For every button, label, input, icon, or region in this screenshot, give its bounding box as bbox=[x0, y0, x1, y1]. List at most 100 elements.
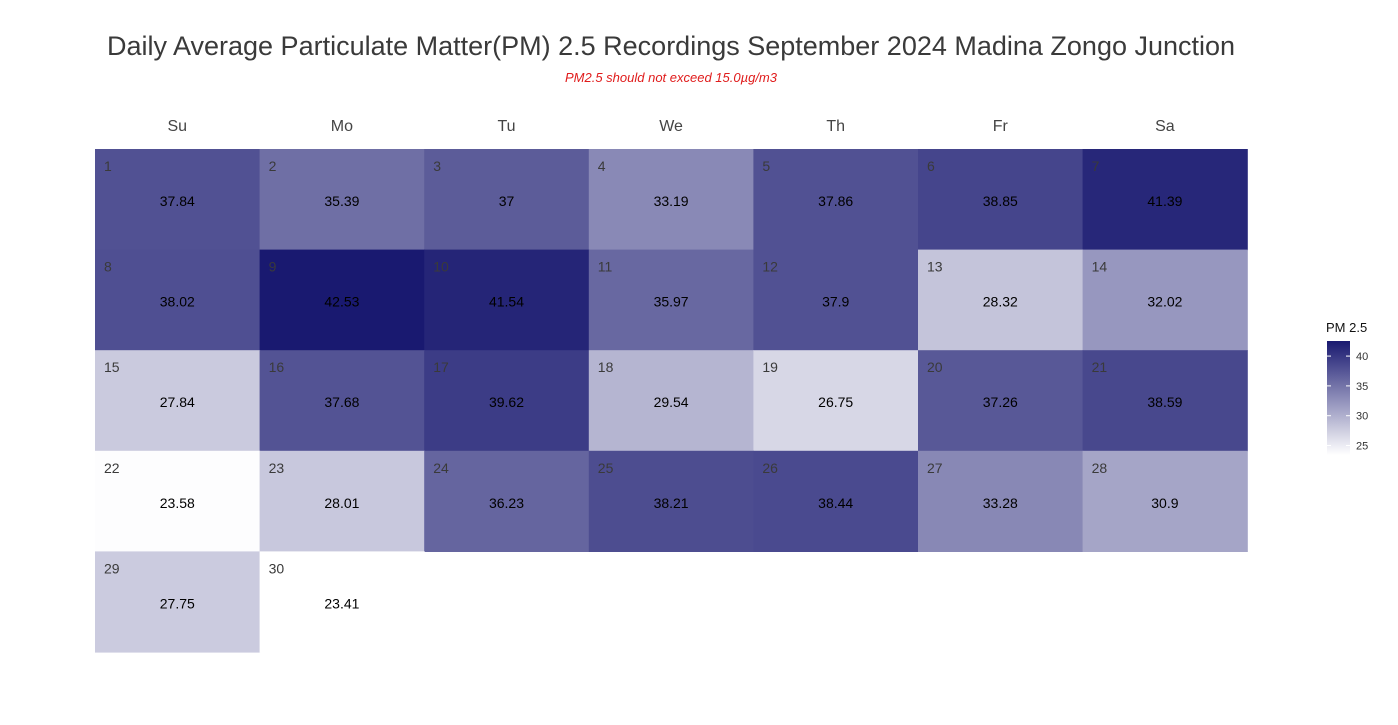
day-value: 27.75 bbox=[160, 595, 195, 611]
day-value: 29.54 bbox=[654, 394, 689, 410]
day-cell bbox=[918, 450, 1084, 552]
day-cell bbox=[918, 149, 1084, 251]
day-cell bbox=[259, 350, 425, 452]
day-cell bbox=[95, 149, 261, 251]
day-value: 41.54 bbox=[489, 294, 524, 310]
day-value: 23.58 bbox=[160, 495, 195, 511]
day-value: 36.23 bbox=[489, 495, 524, 511]
day-value: 26.75 bbox=[818, 394, 853, 410]
weekday-label: Sa bbox=[1155, 118, 1175, 135]
day-number: 8 bbox=[104, 259, 112, 275]
day-cell bbox=[1082, 450, 1248, 552]
day-value: 35.97 bbox=[654, 294, 689, 310]
day-number: 2 bbox=[269, 158, 277, 174]
day-cell bbox=[588, 350, 754, 452]
day-number: 23 bbox=[269, 460, 285, 476]
day-number: 5 bbox=[762, 158, 770, 174]
day-cell bbox=[424, 350, 590, 452]
day-value: 39.62 bbox=[489, 394, 524, 410]
day-cell bbox=[1082, 149, 1248, 251]
day-number: 26 bbox=[762, 460, 778, 476]
day-cell bbox=[259, 149, 425, 251]
day-cell bbox=[753, 149, 919, 251]
day-number: 28 bbox=[1092, 460, 1108, 476]
day-value: 30.9 bbox=[1151, 495, 1178, 511]
legend-tick-label: 25 bbox=[1356, 441, 1368, 453]
day-cell bbox=[424, 450, 590, 552]
day-number: 11 bbox=[598, 259, 613, 275]
day-cell bbox=[259, 551, 425, 653]
day-number: 24 bbox=[433, 460, 449, 476]
day-value: 42.53 bbox=[324, 294, 359, 310]
weekday-label: Su bbox=[168, 118, 188, 135]
weekday-label: Tu bbox=[497, 118, 515, 135]
day-cell bbox=[588, 149, 754, 251]
day-value: 41.39 bbox=[1147, 193, 1182, 209]
day-number: 20 bbox=[927, 359, 943, 375]
day-cell bbox=[1082, 249, 1248, 351]
day-value: 38.02 bbox=[160, 294, 195, 310]
day-value: 28.32 bbox=[983, 294, 1018, 310]
day-value: 38.59 bbox=[1147, 394, 1182, 410]
day-cell bbox=[588, 450, 754, 552]
legend-title: PM 2.5 bbox=[1326, 320, 1368, 335]
chart-subtitle: PM2.5 should not exceed 15.0µg/m3 bbox=[564, 70, 777, 85]
day-cell bbox=[95, 551, 261, 653]
day-value: 27.84 bbox=[160, 394, 195, 410]
day-number: 21 bbox=[1092, 359, 1108, 375]
day-cell bbox=[753, 350, 919, 452]
legend-tick-label: 30 bbox=[1356, 411, 1368, 423]
day-cell bbox=[259, 450, 425, 552]
day-number: 19 bbox=[762, 359, 778, 375]
day-value: 37.84 bbox=[160, 193, 195, 209]
day-cell bbox=[588, 249, 754, 351]
day-cell bbox=[259, 249, 425, 351]
day-number: 1 bbox=[104, 158, 112, 174]
day-number: 6 bbox=[927, 158, 935, 174]
weekday-label: Th bbox=[826, 118, 845, 135]
day-value: 37.26 bbox=[983, 394, 1018, 410]
day-number: 12 bbox=[762, 259, 778, 275]
day-value: 38.85 bbox=[983, 193, 1018, 209]
day-cell bbox=[1082, 350, 1248, 452]
day-cell bbox=[95, 450, 261, 552]
weekday-label: We bbox=[659, 118, 683, 135]
day-cell bbox=[753, 249, 919, 351]
day-number: 4 bbox=[598, 158, 606, 174]
day-cell bbox=[753, 450, 919, 552]
day-value: 37.68 bbox=[324, 394, 359, 410]
day-value: 33.19 bbox=[654, 193, 689, 209]
day-number: 16 bbox=[269, 359, 285, 375]
day-number: 9 bbox=[269, 259, 277, 275]
day-number: 14 bbox=[1092, 259, 1108, 275]
day-value: 32.02 bbox=[1147, 294, 1182, 310]
day-number: 25 bbox=[598, 460, 614, 476]
day-number: 27 bbox=[927, 460, 943, 476]
legend-tick-label: 40 bbox=[1356, 351, 1368, 363]
day-value: 35.39 bbox=[324, 193, 359, 209]
day-cell bbox=[95, 350, 261, 452]
day-value: 37.9 bbox=[822, 294, 849, 310]
day-number: 7 bbox=[1092, 158, 1100, 174]
day-number: 10 bbox=[433, 259, 449, 275]
legend-tick-label: 35 bbox=[1356, 381, 1368, 393]
day-cell bbox=[424, 249, 590, 351]
day-number: 3 bbox=[433, 158, 441, 174]
day-value: 28.01 bbox=[324, 495, 359, 511]
weekday-label: Fr bbox=[993, 118, 1009, 135]
day-value: 38.44 bbox=[818, 495, 853, 511]
chart-title: Daily Average Particulate Matter(PM) 2.5… bbox=[106, 31, 1236, 61]
day-number: 29 bbox=[104, 560, 120, 576]
day-number: 18 bbox=[598, 359, 614, 375]
day-number: 22 bbox=[104, 460, 120, 476]
day-cell bbox=[918, 249, 1084, 351]
day-number: 15 bbox=[104, 359, 120, 375]
day-value: 23.41 bbox=[324, 595, 359, 611]
day-value: 38.21 bbox=[654, 495, 689, 511]
legend-colorbar bbox=[1327, 341, 1350, 455]
day-cell bbox=[95, 249, 261, 351]
weekday-label: Mo bbox=[331, 118, 353, 135]
day-number: 17 bbox=[433, 359, 449, 375]
day-value: 37.86 bbox=[818, 193, 853, 209]
